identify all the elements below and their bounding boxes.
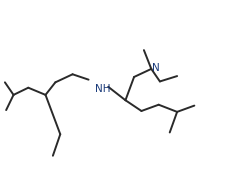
Text: NH: NH <box>95 84 110 94</box>
Text: N: N <box>152 63 160 73</box>
